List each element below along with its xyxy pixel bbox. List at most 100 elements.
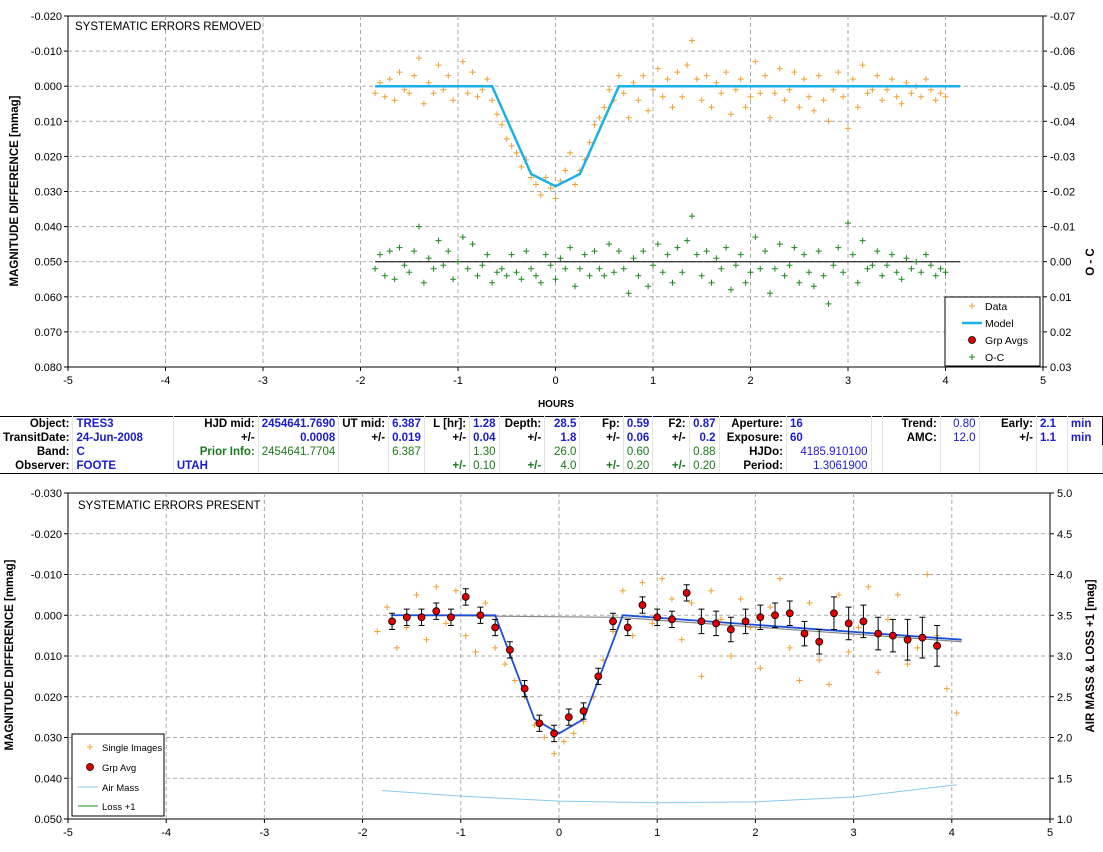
x-tick-label: -3 [258, 375, 268, 387]
y-tick-label: 0.070 [34, 327, 62, 339]
grp-avg-point [785, 609, 794, 618]
x-tick-label: -1 [456, 827, 466, 839]
data-point [927, 86, 934, 93]
x-tick-label: 4 [949, 827, 955, 839]
legend-label: Grp Avg [102, 763, 136, 774]
top-x-axis-label: HOURS [538, 399, 574, 410]
y2-tick-label: 1.0 [1057, 814, 1072, 826]
data-point [771, 90, 778, 97]
data-point [728, 111, 734, 118]
oc-point [801, 251, 808, 258]
info-cell: Aperture: [719, 416, 787, 431]
grp-avg-point [918, 633, 927, 642]
info-cell: 6.387 [388, 416, 425, 431]
data-point [396, 69, 403, 76]
data-point [708, 104, 715, 111]
data-point [742, 104, 749, 111]
single-image-point [914, 644, 921, 651]
info-cell [979, 445, 1037, 459]
info-cell [499, 445, 546, 459]
legend-label: O-C [985, 352, 1005, 364]
data-point [645, 107, 652, 114]
info-cell [388, 459, 425, 474]
info-cell: +/- [579, 431, 624, 445]
info-cell: Early: [978, 416, 1037, 431]
info-cell: UT mid: [338, 416, 390, 431]
single-image-point [501, 661, 508, 668]
x-tick-label: 3 [851, 827, 857, 839]
oc-point [771, 265, 778, 272]
data-point [801, 76, 808, 83]
data-point [888, 76, 895, 83]
oc-point [698, 272, 705, 279]
oc-point [840, 269, 847, 276]
oc-point [435, 237, 442, 244]
data-point [732, 86, 739, 93]
single-image-point [492, 644, 499, 651]
bottom-y-axis-label: MAGNITUDE DIFFERENCE [mmag] [4, 559, 16, 750]
data-point [791, 69, 798, 76]
oc-point [591, 248, 598, 255]
info-cell: 1.1 [1036, 431, 1068, 445]
y-tick-label: 0.010 [34, 116, 62, 128]
data-point [450, 97, 457, 104]
info-cell: TRES3 [72, 416, 174, 431]
grp-avg-point [491, 623, 500, 632]
data-point [820, 97, 827, 104]
info-cell: HJD mid: [173, 416, 259, 431]
oc-point [513, 269, 520, 276]
x-tick-label: -4 [161, 827, 171, 839]
single-image-point [708, 587, 715, 594]
oc-point [723, 244, 730, 251]
oc-point [391, 276, 398, 283]
oc-point [776, 241, 783, 248]
info-cell: 1.3061900 [786, 459, 872, 474]
data-point [849, 76, 856, 83]
data-point [664, 76, 671, 83]
oc-point [620, 265, 627, 272]
y2-tick-label: 2.0 [1057, 733, 1072, 745]
legend-label: Grp Avgs [985, 335, 1028, 347]
info-cell: +/- [173, 431, 259, 445]
single-image-point [482, 600, 489, 607]
grp-avg-point [402, 613, 411, 622]
info-cell [1036, 445, 1068, 459]
grp-avg-point [505, 645, 514, 654]
data-point [459, 58, 466, 65]
info-cell: 0.59 [623, 416, 654, 431]
oc-point [581, 251, 588, 258]
y-tick-label: 0.060 [34, 292, 62, 304]
oc-point [576, 265, 583, 272]
single-image-point [855, 624, 862, 631]
oc-point [654, 241, 661, 248]
data-point [474, 93, 481, 100]
grp-avg-point [815, 637, 824, 646]
bottom-y2-axis-label: AIR MASS & LOSS +1 [mag] [1085, 579, 1097, 732]
legend-label: Air Mass [102, 783, 139, 794]
oc-point [537, 279, 544, 286]
data-point [918, 93, 925, 100]
single-image-point [826, 681, 833, 688]
data-point [445, 72, 452, 79]
data-point [723, 69, 730, 76]
info-cell: +/- [652, 431, 690, 445]
info-cell: +/- [424, 459, 471, 474]
oc-point [664, 251, 671, 258]
top-marks [372, 37, 961, 307]
single-image-point [688, 600, 695, 607]
data-point [937, 90, 944, 97]
data-point [562, 167, 569, 174]
grp-avg-point [623, 623, 632, 632]
data-point [542, 174, 549, 181]
info-cell: 0.20 [689, 459, 720, 474]
oc-point [557, 255, 564, 262]
data-point [737, 76, 744, 83]
single-image-point [619, 587, 626, 594]
info-cell: 0.88 [689, 445, 720, 459]
data-point [586, 139, 593, 146]
y2-tick-label: 3.0 [1057, 651, 1072, 663]
single-image-point [875, 669, 882, 676]
info-cell: min [1067, 416, 1103, 431]
oc-point [640, 248, 647, 255]
info-cell: 2454641.7704 [258, 445, 340, 459]
